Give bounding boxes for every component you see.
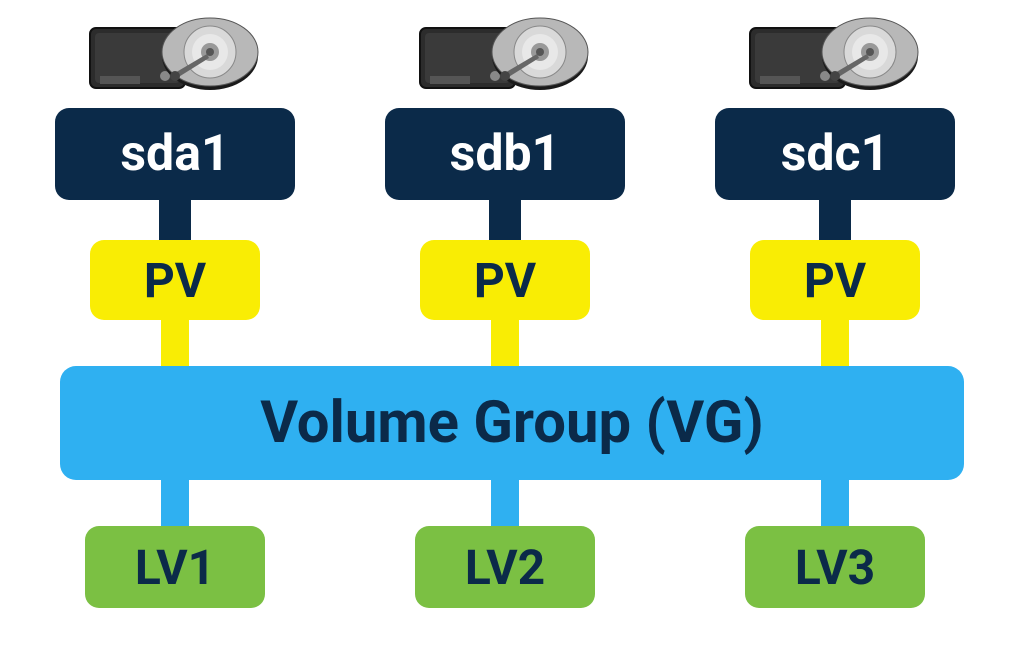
device-label: sdb1 <box>450 125 561 183</box>
disk-image-2 <box>745 8 925 106</box>
connector-dev-pv-1 <box>489 200 521 240</box>
connector-pv-vg-1 <box>491 320 519 366</box>
lv-label: LV1 <box>135 539 215 596</box>
device-box-0: sda1 <box>55 108 295 200</box>
disk-image-0 <box>85 8 265 106</box>
device-label: sdc1 <box>781 125 890 183</box>
pv-box-2: PV <box>750 240 920 320</box>
pv-label: PV <box>144 252 206 309</box>
pv-label: PV <box>474 252 536 309</box>
connector-vg-lv-0 <box>161 480 189 526</box>
connector-vg-lv-2 <box>821 480 849 526</box>
lv-label: LV3 <box>795 539 875 596</box>
lv-box-1: LV2 <box>415 526 595 608</box>
device-box-2: sdc1 <box>715 108 955 200</box>
lv-box-2: LV3 <box>745 526 925 608</box>
device-label: sda1 <box>120 125 229 183</box>
connector-dev-pv-0 <box>159 200 191 240</box>
vg-label: Volume Group (VG) <box>260 389 764 457</box>
connector-vg-lv-1 <box>491 480 519 526</box>
vg-box: Volume Group (VG) <box>60 366 964 480</box>
pv-box-0: PV <box>90 240 260 320</box>
device-box-1: sdb1 <box>385 108 625 200</box>
pv-box-1: PV <box>420 240 590 320</box>
connector-pv-vg-2 <box>821 320 849 366</box>
lv-label: LV2 <box>465 539 545 596</box>
lvm-diagram: sda1 sdb1 sdc1 PV PV PV Volume Group (VG… <box>0 0 1024 667</box>
connector-dev-pv-2 <box>819 200 851 240</box>
connector-pv-vg-0 <box>161 320 189 366</box>
lv-box-0: LV1 <box>85 526 265 608</box>
pv-label: PV <box>804 252 866 309</box>
disk-image-1 <box>415 8 595 106</box>
